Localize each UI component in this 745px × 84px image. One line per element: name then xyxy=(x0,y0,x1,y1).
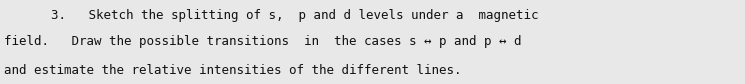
Text: 3.   Sketch the splitting of s,  p and d levels under a  magnetic: 3. Sketch the splitting of s, p and d le… xyxy=(51,9,538,22)
Text: field.   Draw the possible transitions  in  the cases s ↔ p and p ↔ d: field. Draw the possible transitions in … xyxy=(4,36,522,48)
Text: and estimate the relative intensities of the different lines.: and estimate the relative intensities of… xyxy=(4,64,461,77)
